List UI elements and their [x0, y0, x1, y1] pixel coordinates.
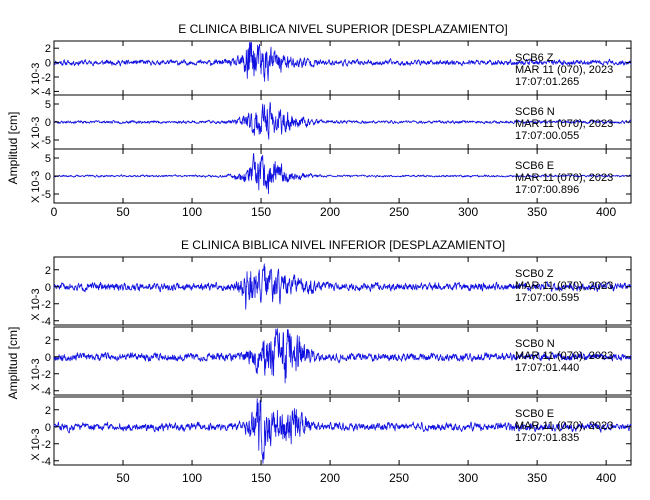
x-tick-label: 350 — [527, 471, 547, 485]
x-tick-label: 400 — [596, 205, 616, 219]
x-tick-label: 250 — [389, 205, 409, 219]
station-name: SCB6 Z — [515, 52, 554, 64]
y-tick-label: -2 — [41, 72, 51, 84]
x-tick-label: 200 — [320, 471, 340, 485]
y-tick-label: 2 — [45, 335, 51, 347]
station-date: MAR 11 (070), 2023 — [515, 64, 613, 76]
x-tick-label: 150 — [251, 471, 271, 485]
y-tick-label: 0 — [45, 352, 51, 364]
x-tick-label: 100 — [182, 205, 202, 219]
y-scale-label: X 10-3 — [30, 358, 42, 390]
y-axis-label-bottom: Amplitud [cm] — [6, 327, 20, 400]
chart-title-top: E CLINICA BIBLICA NIVEL SUPERIOR [DESPLA… — [178, 22, 507, 36]
x-tick-label: 350 — [527, 205, 547, 219]
y-tick-label: 0 — [45, 422, 51, 434]
x-tick-label: 50 — [116, 471, 130, 485]
y-tick-label: -4 — [41, 316, 51, 328]
y-scale-label: X 10-3 — [30, 288, 42, 320]
station-time: 17:07:00.595 — [515, 292, 579, 304]
y-tick-label: -2 — [41, 369, 51, 381]
station-name: SCB0 E — [515, 408, 554, 420]
station-date: MAR 11 (070), 2023 — [515, 172, 613, 184]
y-tick-label: 5 — [45, 99, 51, 111]
panel-frame — [53, 256, 632, 326]
station-name: SCB0 N — [515, 338, 555, 350]
y-tick-label: -4 — [41, 86, 51, 98]
x-tick-label: 400 — [596, 471, 616, 485]
y-tick-label: 0 — [45, 58, 51, 70]
station-time: 17:07:01.440 — [515, 362, 579, 374]
y-tick-label: 0 — [45, 171, 51, 183]
y-axis-label-top: Amplitud [cm] — [6, 112, 20, 185]
station-name: SCB6 E — [515, 160, 554, 172]
waveform-line — [53, 153, 632, 195]
waveform-line — [53, 42, 632, 82]
x-tick-label: 250 — [389, 471, 409, 485]
y-scale-label: X 10-3 — [30, 117, 42, 149]
station-name: SCB6 N — [515, 106, 555, 118]
y-scale-label: X 10-3 — [30, 171, 42, 203]
station-date: MAR 11 (070), 2023 — [515, 350, 613, 362]
y-tick-label: 5 — [45, 153, 51, 165]
y-tick-label: -2 — [41, 299, 51, 311]
panel-frame — [53, 396, 632, 466]
waveform-line — [53, 263, 632, 310]
x-tick-label: 300 — [458, 205, 478, 219]
y-tick-label: -4 — [41, 456, 51, 468]
station-name: SCB0 Z — [515, 268, 554, 280]
waveform-line — [53, 398, 632, 464]
y-scale-label: X 10-3 — [30, 63, 42, 95]
station-date: MAR 11 (070), 2023 — [515, 420, 613, 432]
waveform-line — [53, 328, 632, 384]
y-tick-label: 0 — [45, 117, 51, 129]
station-time: 17:07:01.835 — [515, 432, 579, 444]
panel-frame — [53, 326, 632, 396]
y-tick-label: -5 — [41, 189, 51, 201]
x-tick-label: 50 — [116, 205, 130, 219]
chart-title-bottom: E CLINICA BIBLICA NIVEL INFERIOR [DESPLA… — [181, 238, 505, 252]
y-tick-label: 0 — [45, 282, 51, 294]
station-date: MAR 11 (070), 2023 — [515, 118, 613, 130]
y-tick-label: 2 — [45, 43, 51, 55]
station-date: MAR 11 (070), 2023 — [515, 280, 613, 292]
station-time: 17:07:00.055 — [515, 130, 579, 142]
y-tick-label: -2 — [41, 439, 51, 451]
x-tick-label: 150 — [251, 205, 271, 219]
x-tick-label: 200 — [320, 205, 340, 219]
x-tick-label: 0 — [51, 205, 58, 219]
y-scale-label: X 10-3 — [30, 428, 42, 460]
y-tick-label: 2 — [45, 405, 51, 417]
station-time: 17:07:00.896 — [515, 184, 579, 196]
y-tick-label: -5 — [41, 135, 51, 147]
x-tick-label: 100 — [182, 471, 202, 485]
x-tick-label: 300 — [458, 471, 478, 485]
y-tick-label: 2 — [45, 265, 51, 277]
y-tick-label: -4 — [41, 386, 51, 398]
waveform-line — [53, 102, 632, 140]
station-time: 17:07:01.265 — [515, 76, 579, 88]
